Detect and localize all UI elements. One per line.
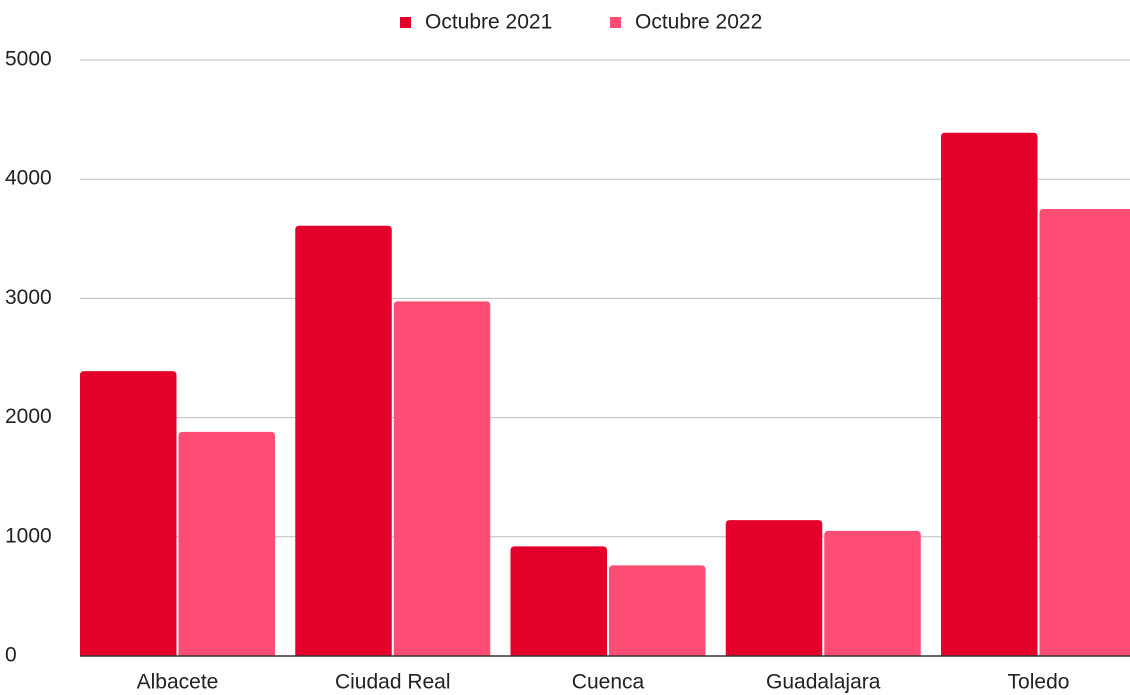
bar: [1039, 209, 1130, 656]
legend-label: Octubre 2022: [635, 11, 762, 34]
bar: [510, 546, 607, 656]
y-tick-label: 4000: [5, 167, 52, 190]
legend-swatch: [400, 17, 411, 28]
y-tick-label: 5000: [5, 48, 52, 71]
bar: [80, 371, 177, 656]
x-tick-label: Toledo: [1008, 671, 1070, 694]
bar: [725, 520, 823, 656]
legend-swatch: [610, 17, 621, 28]
y-tick-label: 2000: [5, 405, 52, 428]
bar: [178, 431, 275, 656]
x-tick-label: Albacete: [137, 671, 219, 694]
x-tick-label: Cuenca: [572, 671, 645, 694]
x-tick-label: Guadalajara: [766, 671, 881, 694]
y-tick-label: 3000: [5, 286, 52, 309]
bar: [824, 530, 921, 656]
bar: [609, 565, 706, 656]
bar: [941, 132, 1038, 656]
y-tick-label: 0: [5, 644, 17, 667]
x-tick-label: Ciudad Real: [335, 671, 451, 694]
bar: [295, 225, 392, 657]
legend-label: Octubre 2021: [425, 11, 552, 34]
bar: [393, 301, 491, 656]
y-tick-label: 1000: [5, 524, 52, 547]
